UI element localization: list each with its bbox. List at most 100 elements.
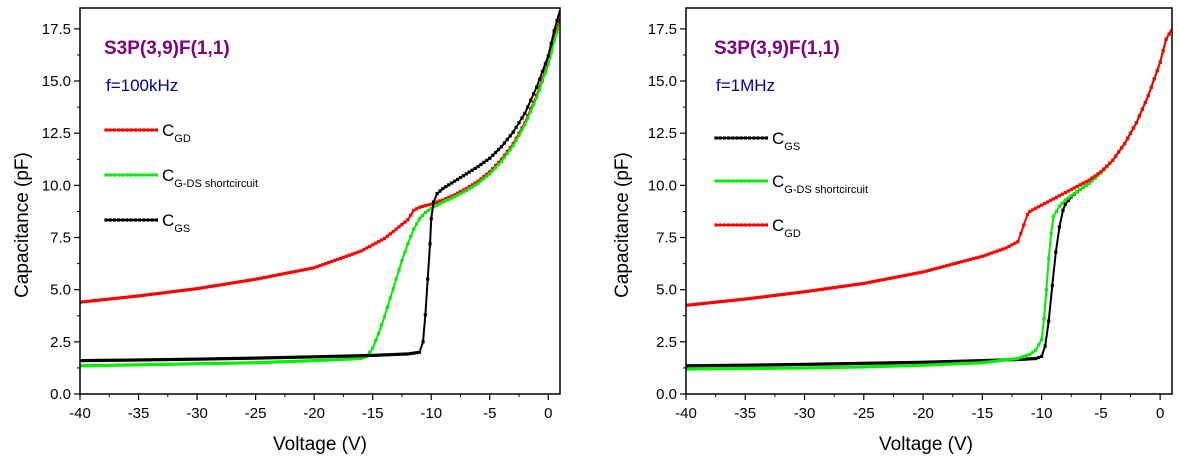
data-point <box>802 290 807 294</box>
y-axis-title: Capacitance (pF) <box>12 152 33 298</box>
data-point <box>479 162 483 167</box>
data-point <box>300 359 305 363</box>
data-point <box>885 277 890 281</box>
data-point <box>930 363 934 367</box>
y-tick-label: 12.5 <box>648 125 677 142</box>
data-point <box>107 358 111 362</box>
data-point <box>145 358 149 362</box>
data-point <box>330 358 334 362</box>
series-line-g-ds-shortcircuit <box>80 22 560 367</box>
data-point <box>347 357 351 361</box>
data-point <box>882 361 887 365</box>
chart-title: S3P(3,9)F(1,1) <box>714 38 840 59</box>
data-point <box>728 367 733 371</box>
data-point <box>755 363 759 367</box>
data-point <box>900 364 904 368</box>
data-point <box>743 366 747 371</box>
data-point <box>142 293 146 297</box>
data-point <box>986 360 990 364</box>
data-point <box>265 356 269 360</box>
legend-marker <box>117 218 121 222</box>
data-point <box>391 229 395 234</box>
data-point <box>711 300 715 305</box>
data-point <box>711 367 715 371</box>
data-point <box>1034 206 1038 210</box>
data-point <box>426 277 430 281</box>
data-point <box>254 356 258 360</box>
data-point <box>737 366 741 371</box>
data-point <box>485 174 489 178</box>
data-point <box>930 267 934 272</box>
data-point <box>951 359 955 364</box>
data-point <box>948 359 952 364</box>
data-point <box>894 275 898 279</box>
data-point <box>853 283 857 287</box>
data-point <box>397 352 401 356</box>
data-point <box>912 363 916 368</box>
data-point <box>473 183 477 187</box>
data-point <box>210 361 214 366</box>
data-point <box>517 131 521 135</box>
data-point <box>318 355 322 359</box>
data-point <box>321 355 325 359</box>
data-point <box>139 363 144 367</box>
data-point <box>725 299 730 303</box>
data-point <box>371 243 375 247</box>
data-point <box>230 356 234 361</box>
data-point <box>488 170 492 174</box>
data-point <box>974 256 979 260</box>
data-point <box>1063 198 1067 202</box>
data-point <box>204 357 208 361</box>
data-point <box>359 356 363 361</box>
data-point <box>740 363 744 367</box>
data-point <box>248 361 252 365</box>
data-point <box>189 362 193 366</box>
data-point <box>87 358 91 363</box>
data-point <box>785 363 789 367</box>
data-point <box>529 109 533 113</box>
legend-marker <box>748 179 752 183</box>
data-point <box>95 358 100 363</box>
data-point <box>166 290 170 294</box>
data-point <box>458 175 463 180</box>
data-point <box>788 362 792 367</box>
data-point <box>382 236 386 241</box>
data-point <box>1161 49 1165 53</box>
legend-marker <box>714 223 718 227</box>
data-point <box>829 365 833 370</box>
data-point <box>125 295 129 299</box>
data-point <box>1054 209 1059 214</box>
data-point <box>119 358 123 362</box>
chart-panel-100khz: Capacitance (pF) Voltage (V) S3P(3,9)F(1… <box>12 7 561 455</box>
data-point <box>942 362 946 366</box>
data-point <box>1019 355 1023 360</box>
data-point <box>505 137 509 142</box>
data-point <box>508 145 512 150</box>
data-point <box>794 366 798 370</box>
data-point <box>823 287 827 291</box>
data-point <box>802 366 807 370</box>
data-point <box>365 246 369 250</box>
data-point <box>761 295 765 299</box>
data-point <box>960 361 964 366</box>
data-point <box>945 360 949 364</box>
data-point <box>163 358 167 362</box>
data-point <box>1007 244 1011 248</box>
data-point <box>356 357 360 361</box>
data-point <box>1167 32 1171 36</box>
data-point <box>1131 126 1136 130</box>
data-point <box>283 360 287 364</box>
data-point <box>511 130 515 134</box>
data-point <box>838 365 842 369</box>
data-point <box>213 357 217 361</box>
x-tick-label: -40 <box>69 405 91 422</box>
data-point <box>365 353 369 358</box>
data-point <box>338 256 343 260</box>
data-point <box>207 361 211 366</box>
data-point <box>1108 161 1112 165</box>
data-point <box>977 359 981 363</box>
data-point <box>110 358 114 362</box>
y-tick-label: 5.0 <box>50 282 71 299</box>
data-point <box>239 279 243 284</box>
legend-marker <box>731 223 735 227</box>
